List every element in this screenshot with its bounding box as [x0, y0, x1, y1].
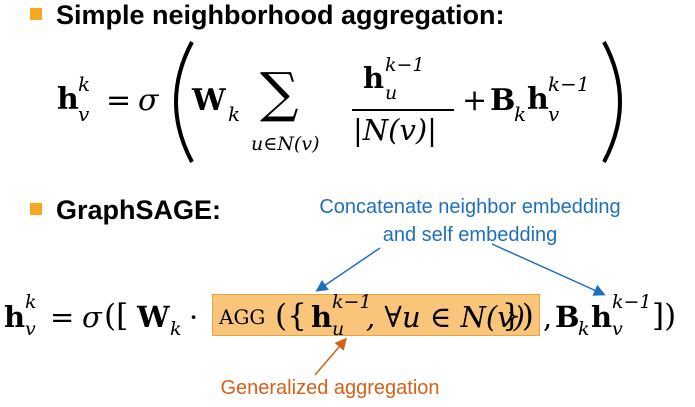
- gs-agg-close: }): [502, 298, 534, 334]
- gs-agg: AGG: [219, 305, 266, 329]
- formula-frac-num-h: h: [363, 61, 385, 95]
- bullet-icon: [30, 8, 42, 20]
- gs-comma: ,: [543, 300, 553, 334]
- formula-sigma: σ: [138, 83, 159, 118]
- formula-W-sub-k: k: [228, 102, 241, 126]
- gs-W: W: [137, 300, 170, 334]
- gs-lhs-h: h: [4, 300, 26, 334]
- formula-plus: +: [462, 83, 488, 118]
- gs-equals: =: [50, 300, 75, 334]
- gs-agg-h-sub: u: [332, 318, 345, 340]
- section-title-simple-aggregation: Simple neighborhood aggregation:: [56, 0, 505, 30]
- gs-agg-forall: , ∀u ∈ N(v): [366, 300, 525, 334]
- annotation-generalized: Generalized aggregation: [220, 377, 440, 399]
- agg-highlight-box: [212, 294, 540, 336]
- annotation-concatenate: Concatenate neighbor embedding and self …: [319, 196, 621, 246]
- gs-lhs-sup: k: [25, 291, 37, 313]
- gs-h2-sup: k−1: [612, 291, 652, 313]
- gs-lhs-sub: v: [25, 318, 36, 340]
- formula-B-sub-k: k: [514, 102, 527, 126]
- section-title-graphsage: GraphSAGE:: [56, 195, 222, 225]
- formula-equals: =: [106, 83, 132, 118]
- gs-close: ]): [652, 298, 677, 334]
- gs-agg-h: h: [311, 300, 333, 334]
- gs-B-sub: k: [578, 318, 590, 340]
- gs-agg-h-sup: k−1: [332, 291, 372, 313]
- gs-h2-sub: v: [612, 318, 623, 340]
- formula-frac-num-sub: u: [385, 82, 398, 104]
- formula-sup-k: k: [78, 72, 91, 96]
- formula-sum: ∑: [260, 61, 299, 124]
- gs-h2: h: [591, 300, 613, 334]
- formula-frac-num-sup: k−1: [385, 54, 425, 76]
- formula-h: h: [57, 82, 79, 117]
- formula-frac-den: |N(v)|: [353, 113, 437, 147]
- formula-sum-sub: u∈N(v): [251, 133, 320, 155]
- formula-last-sub: v: [548, 102, 560, 126]
- gs-agg-open: ({: [275, 298, 307, 334]
- formula-W: W: [192, 83, 226, 118]
- formula-last-h: h: [527, 82, 549, 117]
- formula-sub-v: v: [78, 102, 90, 126]
- formula-last-sup: k−1: [548, 72, 590, 96]
- gs-open: ([: [104, 298, 129, 334]
- gs-W-sub: k: [170, 318, 182, 340]
- bullet-icon: [30, 203, 42, 215]
- gs-dot: ·: [189, 300, 199, 334]
- gs-B: B: [555, 300, 580, 334]
- gs-sigma: σ: [82, 300, 102, 334]
- formula-B: B: [490, 83, 516, 118]
